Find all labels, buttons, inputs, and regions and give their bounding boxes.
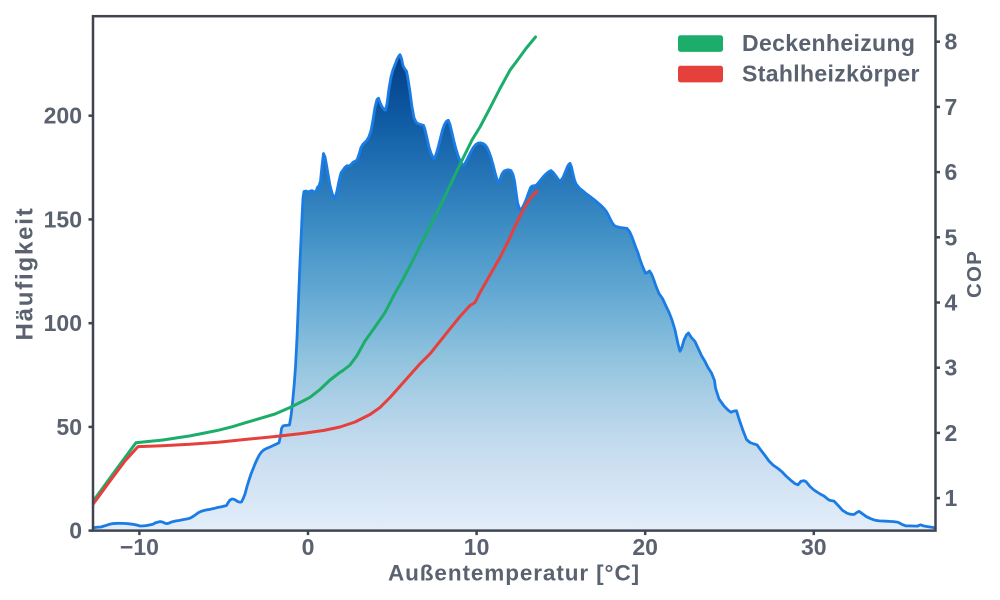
svg-text:3: 3 — [945, 355, 958, 381]
svg-text:20: 20 — [632, 534, 658, 560]
svg-text:Häufigkeit: Häufigkeit — [12, 206, 39, 340]
svg-text:5: 5 — [945, 224, 958, 250]
svg-text:2: 2 — [945, 420, 958, 446]
svg-text:0: 0 — [69, 518, 82, 544]
svg-text:0: 0 — [302, 534, 315, 560]
svg-text:Außentemperatur [°C]: Außentemperatur [°C] — [388, 561, 640, 586]
svg-text:8: 8 — [945, 29, 958, 55]
svg-text:50: 50 — [56, 414, 82, 440]
svg-text:150: 150 — [44, 206, 82, 232]
svg-text:Stahlheizkörper: Stahlheizkörper — [742, 61, 920, 87]
svg-text:7: 7 — [945, 94, 958, 120]
svg-text:1: 1 — [945, 485, 958, 511]
svg-text:30: 30 — [801, 534, 827, 560]
svg-text:200: 200 — [44, 103, 82, 129]
svg-text:100: 100 — [44, 310, 82, 336]
svg-text:COP: COP — [963, 250, 986, 298]
svg-text:6: 6 — [945, 159, 958, 185]
svg-text:Deckenheizung: Deckenheizung — [742, 30, 915, 56]
svg-text:4: 4 — [945, 290, 958, 316]
svg-text:10: 10 — [464, 534, 490, 560]
svg-text:−10: −10 — [120, 534, 159, 560]
